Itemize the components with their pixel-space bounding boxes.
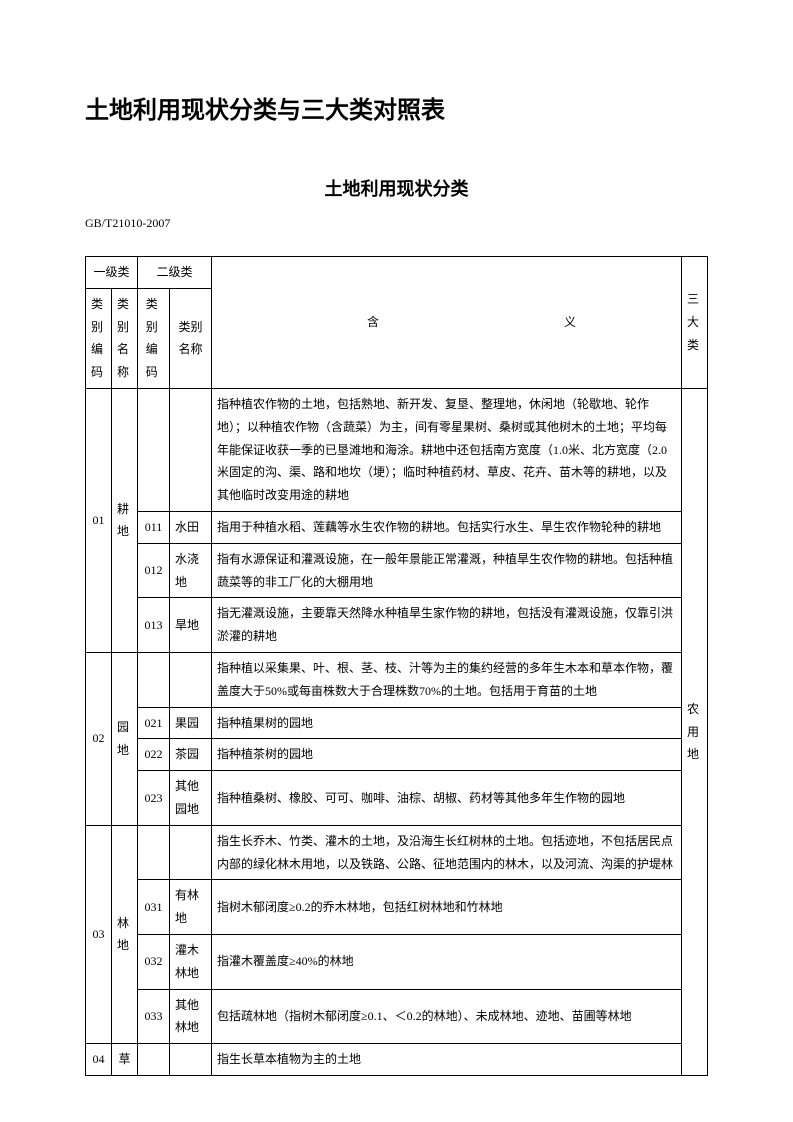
row-012: 012 水浇地 指有水源保证和灌溉设施，在一般年景能正常灌溉，种植旱生农作物的耕… (86, 543, 708, 598)
row-03-main: 03 林地 指生长乔木、竹类、灌木的土地，及沿海生长红树林的土地。包括迹地，不包… (86, 825, 708, 880)
row-033: 033 其他林地 包括疏林地（指树木郁闭度≥0.1、＜0.2的林地）、未成林地、… (86, 989, 708, 1044)
cell-011-desc: 指用于种植水稻、莲藕等水生农作物的耕地。包括实行水生、旱生农作物轮种的耕地 (212, 511, 682, 543)
cell-032-name: 灌木林地 (170, 934, 212, 989)
cell-02-subname (170, 652, 212, 707)
cell-04-subcode (138, 1044, 170, 1076)
row-01-main: 01 耕地 指种植农作物的土地，包括熟地、新开发、复垦、整理地，休闲地（轮歇地、… (86, 388, 708, 511)
hdr-meaning-a: 含 (367, 311, 379, 334)
row-022: 022 茶园 指种植茶树的园地 (86, 739, 708, 771)
cell-04-code: 04 (86, 1044, 112, 1076)
row-04-main: 04 草 指生长草本植物为主的土地 (86, 1044, 708, 1076)
cell-031-name: 有林地 (170, 880, 212, 935)
cell-021-code: 021 (138, 707, 170, 739)
cell-01-subname (170, 388, 212, 511)
cell-031-desc: 指树木郁闭度≥0.2的乔木林地，包括红树林地和竹林地 (212, 880, 682, 935)
cell-023-code: 023 (138, 771, 170, 826)
cell-032-code: 032 (138, 934, 170, 989)
cell-032-desc: 指灌木覆盖度≥40%的林地 (212, 934, 682, 989)
cell-03-name: 林地 (112, 825, 138, 1043)
cell-03-subcode (138, 825, 170, 880)
cell-011-name: 水田 (170, 511, 212, 543)
cell-022-desc: 指种植茶树的园地 (212, 739, 682, 771)
cell-031-code: 031 (138, 880, 170, 935)
cell-012-desc: 指有水源保证和灌溉设施，在一般年景能正常灌溉，种植旱生农作物的耕地。包括种植蔬菜… (212, 543, 682, 598)
hdr-level1: 一级类 (86, 257, 138, 289)
row-013: 013 旱地 指无灌溉设施，主要靠天然降水种植旱生家作物的耕地，包括没有灌溉设施… (86, 598, 708, 653)
hdr-code2: 类别编码 (138, 288, 170, 388)
row-02-main: 02 园地 指种植以采集果、叶、根、茎、枝、汁等为主的集约经营的多年生木本和草本… (86, 652, 708, 707)
cell-01-subcode (138, 388, 170, 511)
cell-012-code: 012 (138, 543, 170, 598)
cell-033-name: 其他林地 (170, 989, 212, 1044)
cell-01-name: 耕地 (112, 388, 138, 652)
row-023: 023 其他园地 指种植桑树、橡胶、可可、咖啡、油棕、胡椒、药材等其他多年生作物… (86, 771, 708, 826)
hdr-code1: 类别编码 (86, 288, 112, 388)
cell-013-desc: 指无灌溉设施，主要靠天然降水种植旱生家作物的耕地，包括没有灌溉设施，仅靠引洪淤灌… (212, 598, 682, 653)
cell-02-desc: 指种植以采集果、叶、根、茎、枝、汁等为主的集约经营的多年生木本和草本作物，覆盖度… (212, 652, 682, 707)
cell-021-desc: 指种植果树的园地 (212, 707, 682, 739)
hdr-name1: 类别名称 (112, 288, 138, 388)
cell-04-desc: 指生长草本植物为主的土地 (212, 1044, 682, 1076)
hdr-cat3: 三大类 (682, 257, 708, 389)
hdr-name2: 类别名称 (170, 288, 212, 388)
cell-01-code: 01 (86, 388, 112, 652)
hdr-meaning-b: 义 (564, 311, 576, 334)
header-row-1: 一级类 二级类 含 义 三大类 (86, 257, 708, 289)
cell-02-code: 02 (86, 652, 112, 825)
hdr-meaning: 含 义 (212, 257, 682, 389)
document-page: 土地利用现状分类与三大类对照表 土地利用现状分类 GB/T21010-2007 … (0, 0, 793, 1116)
classification-table: 一级类 二级类 含 义 三大类 类别编码 类别名称 类别编码 类别名称 01 耕… (85, 256, 708, 1076)
cell-012-name: 水浇地 (170, 543, 212, 598)
row-011: 011 水田 指用于种植水稻、莲藕等水生农作物的耕地。包括实行水生、旱生农作物轮… (86, 511, 708, 543)
row-021: 021 果园 指种植果树的园地 (86, 707, 708, 739)
cell-02-subcode (138, 652, 170, 707)
main-title: 土地利用现状分类与三大类对照表 (85, 90, 708, 125)
cell-023-name: 其他园地 (170, 771, 212, 826)
cell-01-desc: 指种植农作物的土地，包括熟地、新开发、复垦、整理地，休闲地（轮歇地、轮作地）；以… (212, 388, 682, 511)
cell-022-name: 茶园 (170, 739, 212, 771)
cell-02-name: 园地 (112, 652, 138, 825)
cell-021-name: 果园 (170, 707, 212, 739)
sub-title: 土地利用现状分类 (85, 175, 708, 201)
cell-011-code: 011 (138, 511, 170, 543)
cell-cat3: 农用地 (682, 388, 708, 1075)
hdr-level2: 二级类 (138, 257, 212, 289)
cell-03-desc: 指生长乔木、竹类、灌木的土地，及沿海生长红树林的土地。包括迹地，不包括居民点内部… (212, 825, 682, 880)
cell-033-desc: 包括疏林地（指树木郁闭度≥0.1、＜0.2的林地）、未成林地、迹地、苗圃等林地 (212, 989, 682, 1044)
cell-033-code: 033 (138, 989, 170, 1044)
cell-023-desc: 指种植桑树、橡胶、可可、咖啡、油棕、胡椒、药材等其他多年生作物的园地 (212, 771, 682, 826)
row-032: 032 灌木林地 指灌木覆盖度≥40%的林地 (86, 934, 708, 989)
cell-013-name: 旱地 (170, 598, 212, 653)
cell-03-subname (170, 825, 212, 880)
cell-04-name: 草 (112, 1044, 138, 1076)
cell-03-code: 03 (86, 825, 112, 1043)
row-031: 031 有林地 指树木郁闭度≥0.2的乔木林地，包括红树林地和竹林地 (86, 880, 708, 935)
cell-013-code: 013 (138, 598, 170, 653)
standard-code: GB/T21010-2007 (85, 216, 708, 231)
cell-04-subname (170, 1044, 212, 1076)
cell-022-code: 022 (138, 739, 170, 771)
